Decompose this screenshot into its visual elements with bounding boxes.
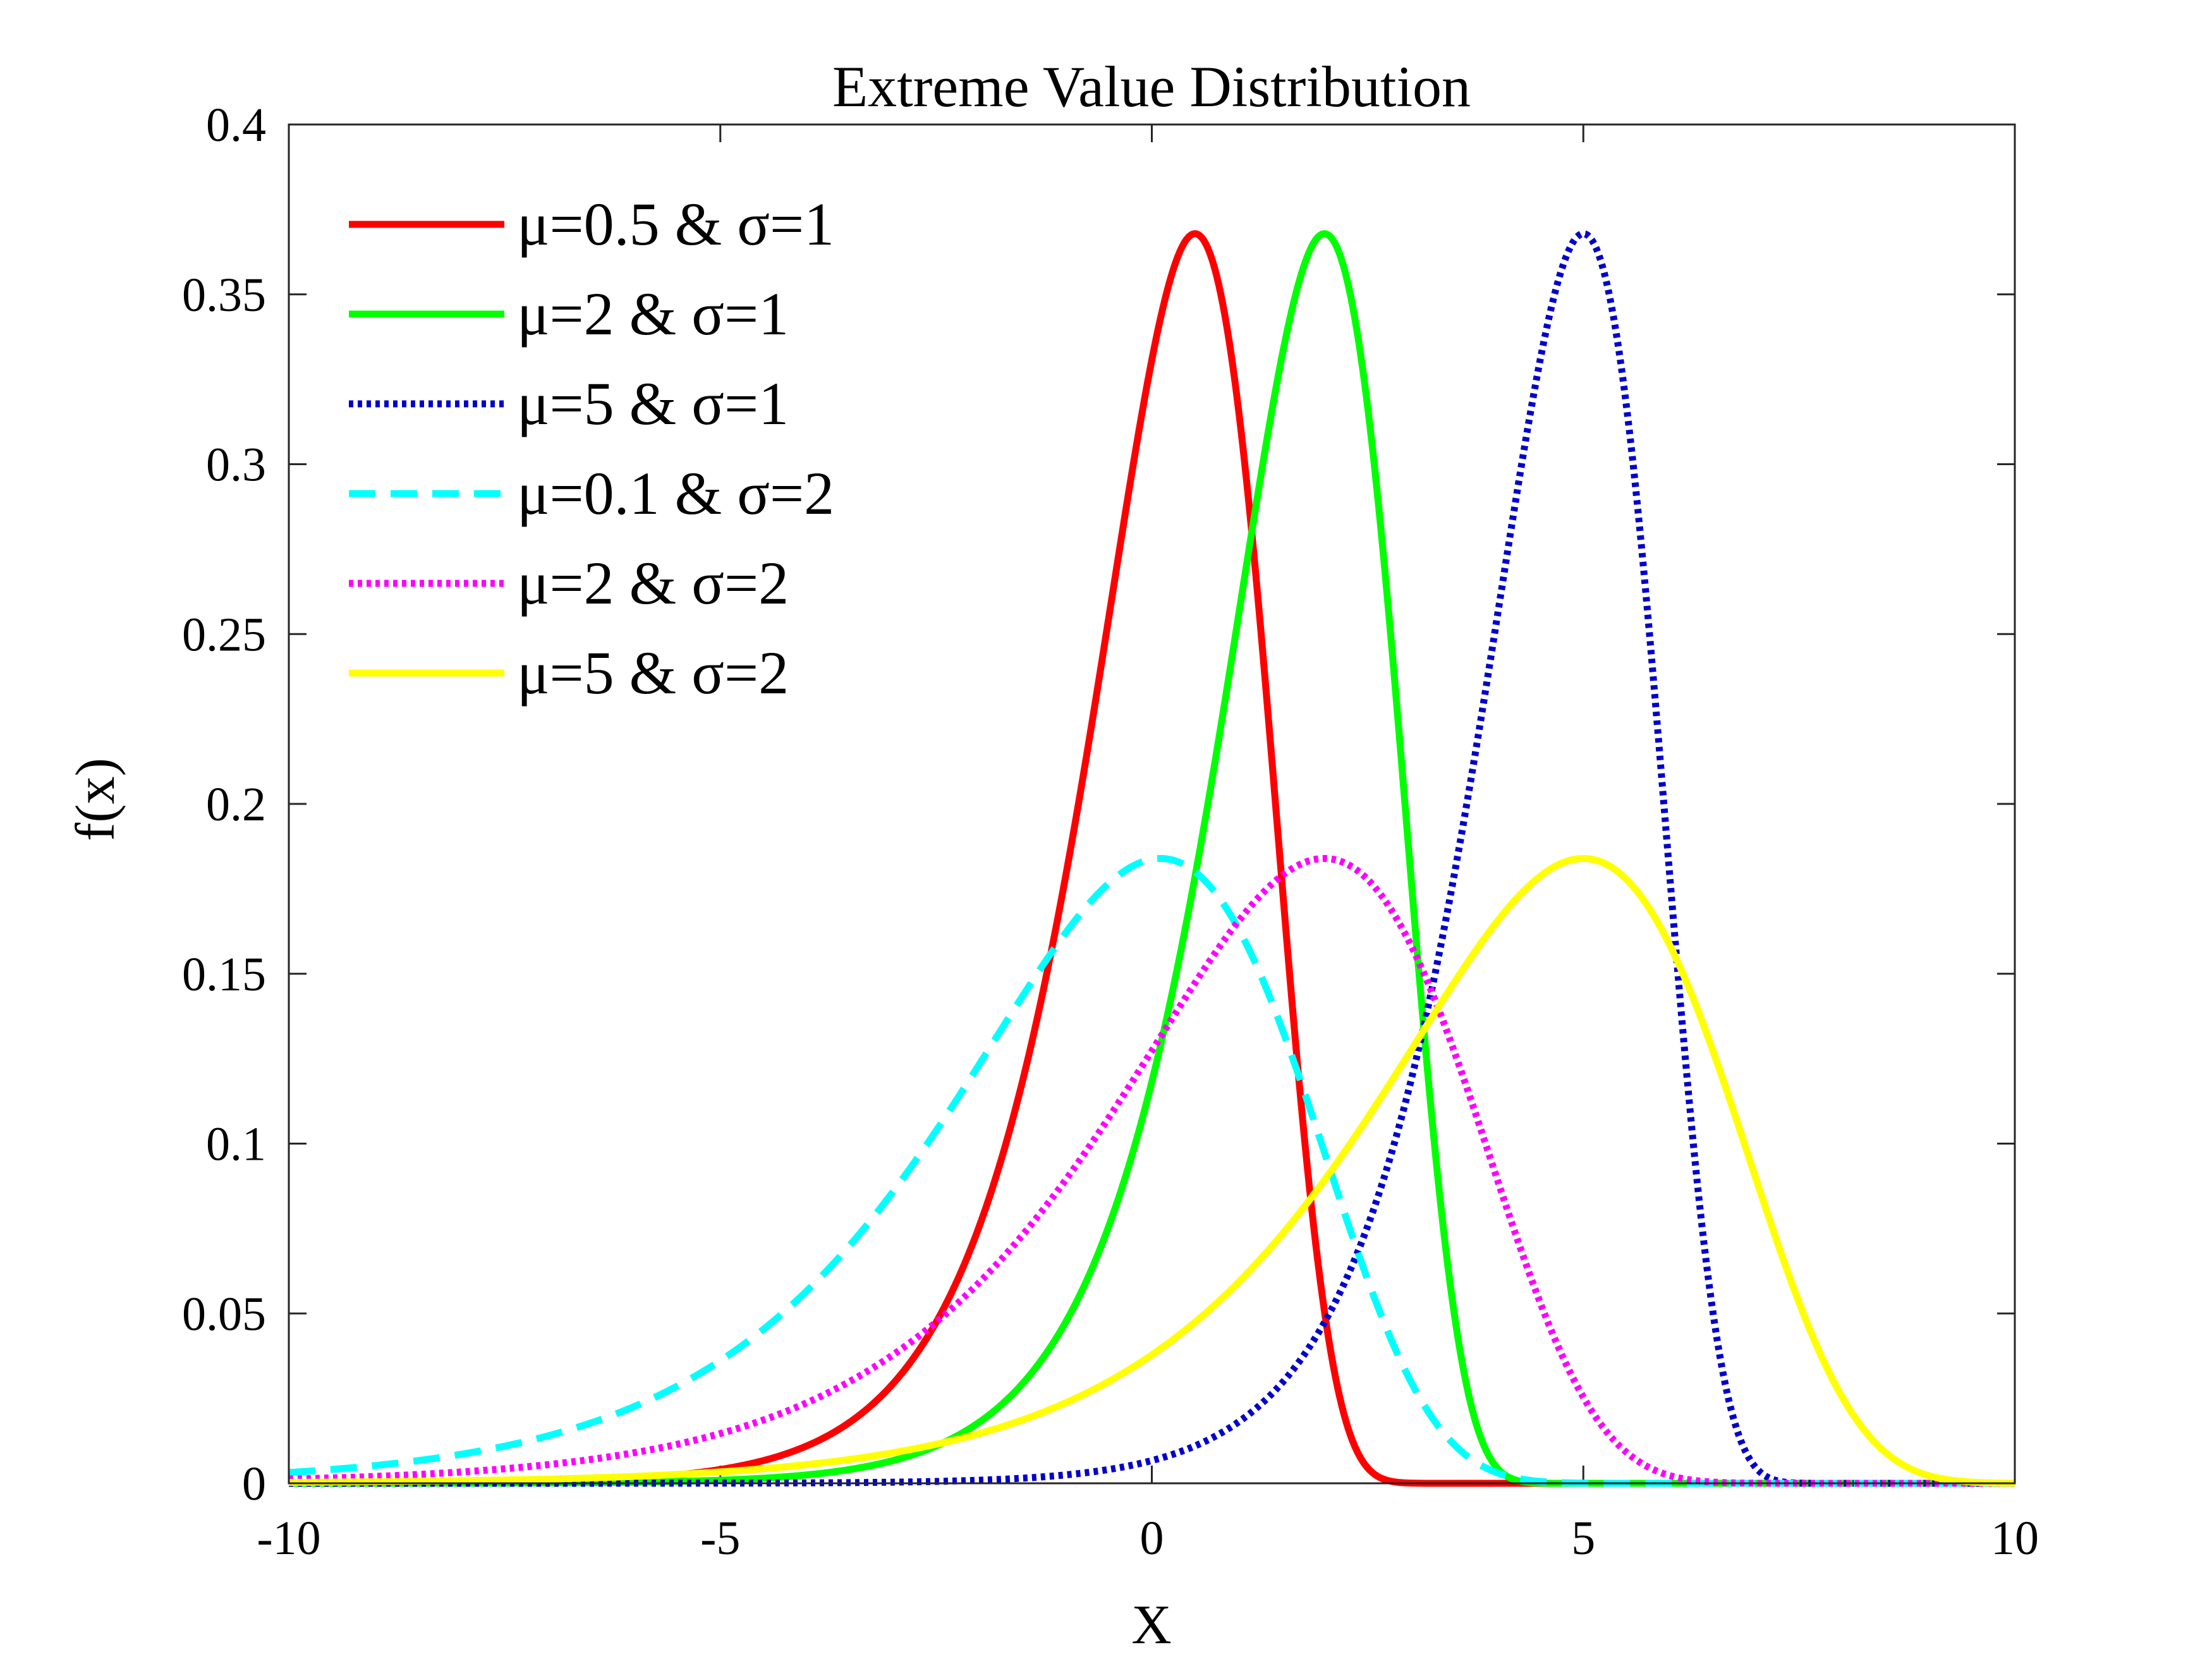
x-tick-label: -5: [700, 1512, 740, 1565]
series-line-5: [287, 854, 2017, 1487]
y-tick-label: 0.2: [206, 778, 266, 831]
chart-title: Extreme Value Distribution: [832, 54, 1471, 119]
y-tick-label: 0.25: [182, 608, 266, 661]
y-tick-label: 0.1: [206, 1118, 266, 1171]
legend-label-4: μ=0.1 & σ=2: [517, 459, 834, 527]
x-tick-label: 10: [1991, 1512, 2039, 1565]
series-line-3: [287, 230, 2017, 1487]
x-axis-ticks: -10 -5 0 5 10: [257, 125, 2039, 1565]
x-tick-label: 5: [1571, 1512, 1595, 1565]
series-line-6: [287, 854, 2017, 1487]
y-tick-label: 0.3: [206, 439, 266, 492]
y-tick-label: 0.4: [206, 99, 266, 152]
y-axis-label: f(x): [65, 758, 126, 841]
legend: μ=0.5 & σ=1 μ=2 & σ=1 μ=5 & σ=1 μ=0.1 & σ=2…: [349, 190, 834, 707]
x-tick-label: 0: [1140, 1512, 1164, 1565]
legend-label-2: μ=2 & σ=1: [517, 280, 789, 348]
y-tick-label: 0.35: [182, 269, 266, 322]
x-tick-label: -10: [257, 1512, 320, 1565]
legend-label-5: μ=2 & σ=2: [517, 549, 789, 617]
plot-frame: [288, 123, 2016, 1485]
y-tick-label: 0: [242, 1457, 266, 1510]
legend-label-1: μ=0.5 & σ=1: [517, 190, 834, 258]
y-axis-ticks: 0 0.05 0.1 0.15 0.2 0.25 0.3 0.35 0.4: [182, 99, 2015, 1510]
legend-label-6: μ=5 & σ=2: [517, 639, 789, 707]
x-axis-label: X: [1131, 1595, 1172, 1656]
y-tick-label: 0.15: [182, 948, 266, 1001]
y-tick-label: 0.05: [182, 1287, 266, 1340]
legend-label-3: μ=5 & σ=1: [517, 370, 789, 437]
